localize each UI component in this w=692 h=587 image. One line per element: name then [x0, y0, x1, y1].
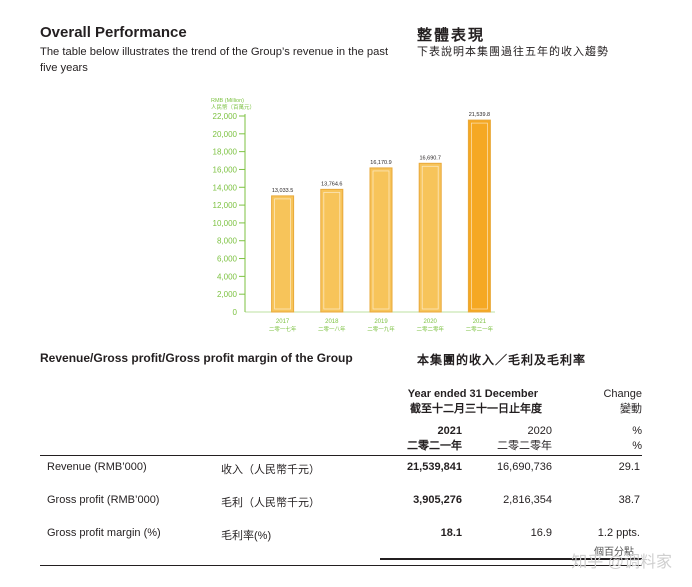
bar-value-label: 21,539.8	[469, 112, 490, 118]
x-tick-label-zh: 二零一七年	[269, 325, 297, 333]
revenue-bar-chart: RMB (Million)人民幣（百萬元）22,000 20,000 18,000 1…	[211, 98, 495, 333]
table-bottom-rule	[40, 565, 642, 566]
x-tick-label-zh: 二零二零年	[416, 325, 444, 333]
row-revenue-2020: 16,690,736	[496, 461, 552, 473]
row-margin-label-zh: 毛利率(%)	[221, 530, 272, 542]
x-tick-label-zh: 二零一八年	[318, 325, 346, 333]
page-description: The table below illustrates the trend of…	[40, 46, 389, 74]
row-margin-2020: 16.9	[530, 527, 552, 539]
x-tick-label: 2019	[374, 319, 388, 325]
y-tick-label: 2,000	[217, 290, 238, 299]
row-revenue-2021: 21,539,841	[406, 461, 462, 473]
y-tick-label: 16,000	[213, 165, 238, 174]
row-gross-profit-2021: 3,905,276	[413, 494, 462, 506]
page-title-zh: 整體表現	[417, 27, 486, 44]
y-tick-label: 6,000	[217, 255, 238, 264]
y-axis-label: RMB (Million)	[211, 98, 244, 104]
section-title: Revenue/Gross profit/Gross profit margin…	[40, 351, 353, 365]
y-axis-label-zh: 人民幣（百萬元）	[211, 103, 255, 111]
bar-highlight	[323, 191, 341, 310]
row-gross-profit-change: 38.7	[618, 494, 640, 506]
header-divider	[40, 455, 642, 456]
row-revenue-label-zh: 收入（人民幣千元）	[221, 464, 320, 476]
bar-highlight	[372, 170, 390, 310]
x-tick-label: 2017	[276, 319, 290, 325]
change-header: Change	[603, 388, 642, 400]
x-tick-label-zh: 二零一九年	[367, 325, 395, 333]
watermark-text: 知乎 @调料家	[571, 554, 672, 571]
y-tick-label: 12,000	[213, 201, 238, 210]
bar-value-label: 16,690.7	[419, 155, 440, 161]
y-tick-label: 0	[233, 308, 238, 317]
section-title-zh: 本集團的收入／毛利及毛利率	[417, 353, 587, 367]
row-gross-profit-label: Gross profit (RMB’000)	[47, 494, 160, 506]
bar-highlight	[470, 122, 488, 310]
period-header: Year ended 31 December	[407, 388, 538, 400]
x-tick-label: 2018	[325, 319, 339, 325]
row-revenue-change: 29.1	[618, 461, 640, 473]
bar-value-label: 13,764.6	[321, 181, 342, 187]
bar-value-label: 16,170.9	[370, 160, 391, 166]
bar	[320, 188, 344, 313]
bar	[467, 119, 491, 313]
bar	[271, 195, 295, 313]
row-gross-profit-2020: 2,816,354	[503, 494, 552, 506]
row-margin-change-zh-partial: 個百分點	[594, 547, 634, 558]
period-header-zh: 截至十二月三十一日止年度	[410, 403, 542, 415]
year-2021-header-zh: 二零二一年	[407, 440, 462, 452]
bar	[418, 162, 442, 313]
page-description-zh: 下表說明本集團過往五年的收入趨勢	[417, 46, 609, 58]
y-tick-label: 18,000	[213, 148, 238, 157]
change-header-zh: 變動	[620, 403, 642, 415]
bar-value-label: 13,033.5	[272, 188, 293, 194]
row-gross-profit-label-zh: 毛利（人民幣千元）	[221, 497, 320, 509]
year-2020-header: 2020	[527, 425, 552, 437]
row-margin-label: Gross profit margin (%)	[47, 527, 161, 539]
x-tick-label-zh: 二零二一年	[466, 325, 494, 333]
y-tick-label: 4,000	[217, 272, 238, 281]
y-tick-label: 14,000	[213, 183, 238, 192]
change-unit-zh: %	[632, 440, 642, 452]
year-2021-header: 2021	[437, 425, 462, 437]
year-2020-header-zh: 二零二零年	[497, 440, 552, 452]
change-unit: %	[632, 425, 642, 437]
y-tick-label: 22,000	[213, 112, 238, 121]
y-tick-label: 20,000	[213, 130, 238, 139]
row-margin-change: 1.2 ppts.	[597, 527, 640, 539]
y-tick-label: 10,000	[213, 219, 238, 228]
bar-highlight	[421, 165, 439, 310]
row-margin-2021: 18.1	[440, 527, 462, 539]
page-title: Overall Performance	[40, 24, 187, 41]
bar	[369, 167, 393, 313]
bar-highlight	[274, 198, 291, 310]
x-tick-label: 2020	[424, 319, 438, 325]
row-revenue-label: Revenue (RMB’000)	[47, 461, 147, 473]
total-rule-top	[380, 558, 642, 560]
x-tick-label: 2021	[473, 319, 487, 325]
y-tick-label: 8,000	[217, 237, 238, 246]
